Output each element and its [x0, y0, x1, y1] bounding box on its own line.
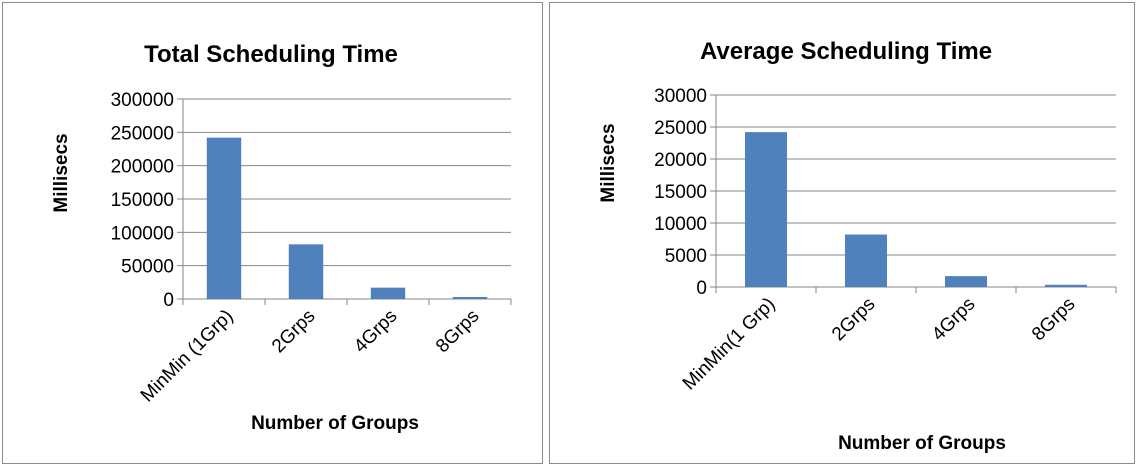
x-category-label: 2Grps [268, 306, 319, 357]
x-category-label: MinMin(1 Grp) [679, 294, 780, 395]
x-category-label: 4Grps [928, 294, 979, 345]
y-tick-label: 100000 [111, 223, 174, 244]
y-tick-label: 300000 [111, 90, 174, 111]
bar-4 [1045, 284, 1087, 287]
x-category-label: 2Grps [828, 294, 879, 345]
bar-1 [206, 137, 242, 299]
bar-1 [745, 132, 787, 287]
bar-2 [288, 244, 324, 299]
bar-4 [452, 297, 488, 299]
y-tick-label: 5000 [665, 246, 707, 267]
bar-3 [945, 276, 987, 287]
y-tick-label: 15000 [654, 182, 707, 203]
chart-title: Average Scheduling Time [700, 38, 992, 65]
y-axis-label: Millisecs [598, 123, 619, 202]
bar-3 [370, 287, 406, 299]
x-category-label: 4Grps [350, 306, 401, 357]
x-axis-label: Number of Groups [251, 413, 419, 434]
y-tick-label: 200000 [111, 157, 174, 178]
y-tick-label: 25000 [654, 118, 707, 139]
y-axis-label: Millisecs [51, 133, 72, 212]
average-scheduling-time-chart: Average Scheduling Time Millisecs Number… [598, 38, 1117, 454]
y-tick-label: 0 [696, 278, 707, 299]
y-tick-label: 0 [163, 290, 174, 311]
y-tick-label: 10000 [654, 214, 707, 235]
y-tick-label: 50000 [121, 257, 174, 278]
y-tick-label: 150000 [111, 190, 174, 211]
x-axis-label: Number of Groups [838, 433, 1006, 454]
chart-title: Total Scheduling Time [144, 41, 398, 68]
y-tick-label: 20000 [654, 150, 707, 171]
bar-2 [845, 234, 887, 287]
chart-panel-total: Total Scheduling Time Millisecs Number o… [2, 2, 543, 464]
y-tick-label: 250000 [111, 123, 174, 144]
x-category-label: MinMin (1Grp) [137, 306, 238, 407]
x-category-label: 8Grps [432, 306, 483, 357]
chart-panel-average: Average Scheduling Time Millisecs Number… [549, 2, 1135, 464]
x-category-label: 8Grps [1028, 294, 1079, 345]
y-tick-label: 30000 [654, 86, 707, 107]
total-scheduling-time-chart: Total Scheduling Time Millisecs Number o… [51, 41, 512, 434]
